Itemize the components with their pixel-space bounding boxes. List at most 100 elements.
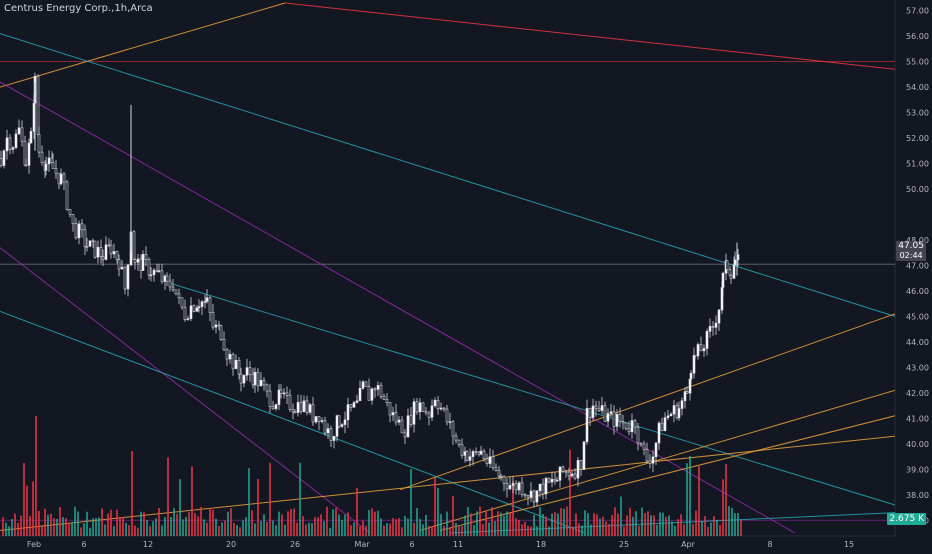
volume-bar xyxy=(710,522,712,536)
volume-bar xyxy=(113,526,115,536)
volume-bar xyxy=(167,457,169,536)
volume-bar xyxy=(239,527,241,536)
y-tick-label: 47.00 xyxy=(906,261,929,270)
candle-body xyxy=(279,389,283,394)
volume-bar xyxy=(299,462,301,536)
volume-bar xyxy=(380,518,382,536)
x-tick-label: 20 xyxy=(226,540,236,549)
candle-body xyxy=(189,305,193,319)
candle-body xyxy=(460,444,464,456)
volume-bar xyxy=(560,508,562,536)
volume-bar xyxy=(245,517,247,536)
volume-bar xyxy=(497,511,499,536)
volume-bar xyxy=(227,511,229,536)
candle-body xyxy=(317,416,321,422)
candle-body xyxy=(120,266,124,270)
candle-body xyxy=(139,258,143,271)
candle-body xyxy=(251,374,255,386)
volume-bar xyxy=(26,485,28,536)
interval-label[interactable]: 1h xyxy=(114,3,128,14)
candle-body xyxy=(112,251,116,255)
candle-body xyxy=(677,408,681,419)
candle-body xyxy=(302,400,306,412)
candle-body xyxy=(514,483,518,491)
candle-body xyxy=(648,460,652,464)
volume-bar xyxy=(233,523,235,536)
volume-bar xyxy=(455,523,457,536)
candle-body xyxy=(561,466,565,472)
volume-bar xyxy=(203,519,205,536)
volume-bar xyxy=(188,512,190,536)
candle-body xyxy=(633,420,637,428)
volume-bar xyxy=(59,506,61,536)
volume-bar xyxy=(479,506,481,536)
volume-bar xyxy=(251,510,253,536)
candle-body xyxy=(107,244,111,247)
candle-body xyxy=(183,306,187,320)
candle-body xyxy=(126,264,130,290)
volume-bar xyxy=(35,416,37,536)
volume-bar xyxy=(605,521,607,536)
volume-bar xyxy=(428,525,430,536)
candle-body xyxy=(585,408,589,443)
volume-bar xyxy=(701,521,703,536)
candle-body xyxy=(149,274,153,277)
candle-body xyxy=(729,274,733,279)
volume-bar xyxy=(146,520,148,536)
candle-body xyxy=(355,400,359,403)
volume-bar xyxy=(425,515,427,536)
candle-body xyxy=(529,490,533,498)
candle-body xyxy=(5,137,9,152)
candle-body xyxy=(433,400,437,407)
volume-bar xyxy=(41,526,43,536)
candle-body xyxy=(550,478,554,483)
chart-title: Centrus Energy Corp., 1h, Arca xyxy=(4,3,153,14)
candle-body xyxy=(147,259,151,276)
volume-bar xyxy=(422,524,424,536)
y-tick-label: 52.00 xyxy=(906,134,929,143)
volume-bar xyxy=(611,514,613,536)
candle-body xyxy=(361,381,365,389)
volume-bar xyxy=(260,520,262,536)
trend-line xyxy=(0,81,796,534)
volume-bar xyxy=(587,513,589,536)
volume-bar xyxy=(569,449,571,536)
candle-body xyxy=(630,420,634,433)
candle-body xyxy=(517,482,521,491)
candle-body xyxy=(195,307,199,312)
candle-body xyxy=(274,404,278,410)
candle-body xyxy=(669,413,673,417)
candle-body xyxy=(436,400,440,409)
candle-body xyxy=(123,266,127,290)
candle-body xyxy=(618,413,622,422)
y-tick-label: 48.00 xyxy=(906,236,929,245)
volume-bar xyxy=(176,514,178,536)
candle-body xyxy=(657,422,661,444)
volume-bar xyxy=(305,524,307,536)
volume-bar xyxy=(302,516,304,536)
candle-body xyxy=(214,324,218,328)
volume-bar xyxy=(458,525,460,536)
candle-body xyxy=(636,426,640,444)
title-separator-2: , xyxy=(127,3,131,14)
volume-bar xyxy=(596,514,598,536)
volume-bar xyxy=(401,527,403,536)
volume-bar xyxy=(734,513,736,536)
candle-body xyxy=(323,420,327,434)
candle-body xyxy=(485,458,489,464)
candle-body xyxy=(200,301,204,308)
candle-body xyxy=(421,402,425,412)
volume-bar xyxy=(344,514,346,536)
candle-body xyxy=(621,421,625,424)
volume-bar xyxy=(332,509,334,536)
volume-bar xyxy=(236,525,238,536)
volume-bar xyxy=(437,488,439,536)
candle-body xyxy=(101,256,105,260)
volume-bar xyxy=(194,513,196,536)
candle-body xyxy=(388,402,392,416)
volume-bar xyxy=(230,508,232,536)
candle-body xyxy=(117,259,121,270)
candle-body xyxy=(367,386,371,401)
